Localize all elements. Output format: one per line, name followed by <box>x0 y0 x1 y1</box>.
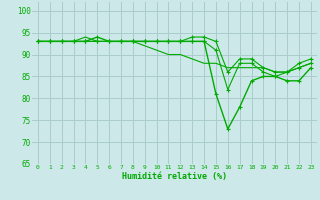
X-axis label: Humidité relative (%): Humidité relative (%) <box>122 172 227 181</box>
